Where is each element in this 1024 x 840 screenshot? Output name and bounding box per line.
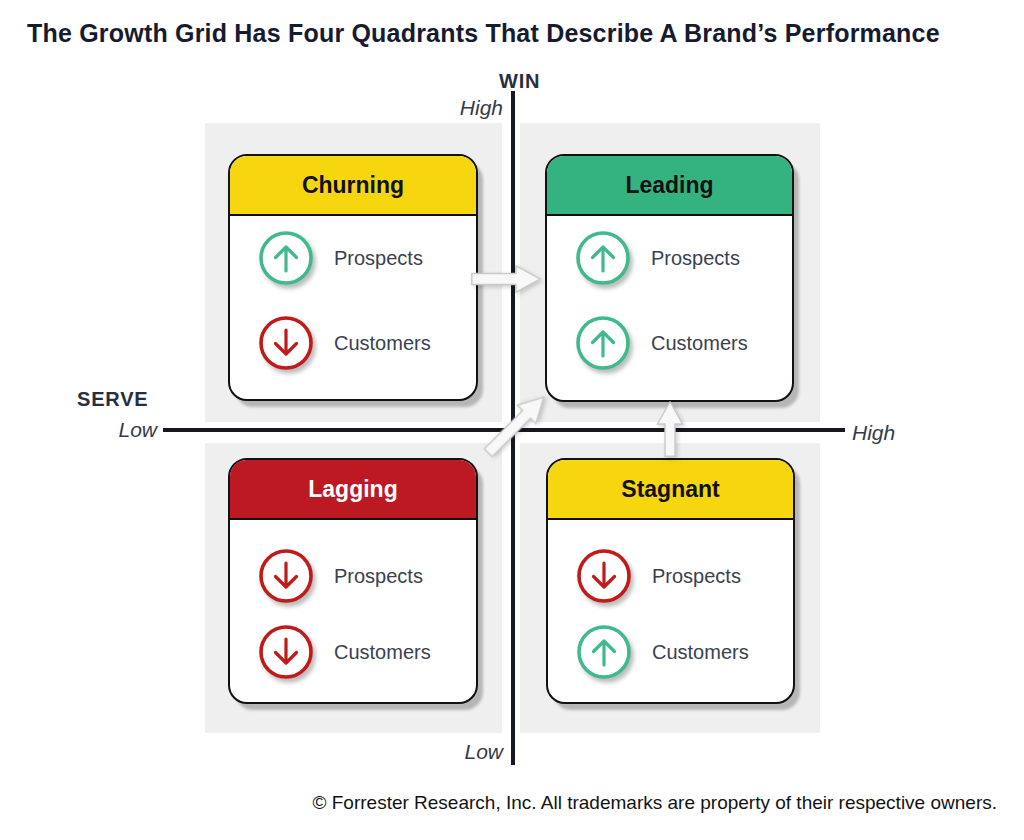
- quadrant-header-churning: Churning: [230, 156, 476, 216]
- axis-tick-low-left: Low: [80, 418, 157, 442]
- metric-row: Customers: [258, 315, 476, 371]
- metric-label: Customers: [334, 641, 431, 664]
- trend-up-icon: [575, 315, 631, 371]
- quadrant-header-lagging: Lagging: [230, 460, 476, 520]
- trend-up-icon: [575, 230, 631, 286]
- quadrant-card-lagging: Lagging Prospects Customers: [228, 458, 478, 704]
- metric-label: Customers: [334, 332, 431, 355]
- axis-tick-high-top: High: [420, 96, 503, 120]
- flow-arrow-churning-to-leading-icon: [471, 259, 541, 299]
- axis-label-win: WIN: [499, 70, 540, 93]
- metric-label: Prospects: [334, 565, 423, 588]
- quadrant-title: Stagnant: [621, 476, 719, 503]
- trend-down-icon: [576, 548, 632, 604]
- axis-tick-low-bottom: Low: [420, 740, 503, 764]
- page-title: The Growth Grid Has Four Quadrants That …: [27, 19, 940, 48]
- growth-grid-diagram: The Growth Grid Has Four Quadrants That …: [0, 0, 1024, 840]
- axis-label-serve: SERVE: [77, 388, 148, 411]
- quadrant-card-leading: Leading Prospects Customers: [545, 154, 794, 402]
- metric-label: Customers: [651, 332, 748, 355]
- axis-tick-high-right: High: [852, 421, 895, 445]
- quadrant-card-churning: Churning Prospects Customers: [228, 154, 478, 401]
- trend-down-icon: [258, 548, 314, 604]
- quadrant-header-leading: Leading: [547, 156, 792, 216]
- trend-down-icon: [258, 624, 314, 680]
- metric-label: Prospects: [652, 565, 741, 588]
- quadrant-title: Churning: [302, 172, 404, 199]
- trend-up-icon: [258, 230, 314, 286]
- metric-row: Customers: [576, 624, 793, 680]
- metric-row: Customers: [575, 315, 792, 371]
- metric-row: Customers: [258, 624, 476, 680]
- flow-arrow-stagnant-to-leading-icon: [656, 401, 684, 457]
- metric-row: Prospects: [575, 230, 792, 286]
- metric-row: Prospects: [258, 548, 476, 604]
- quadrant-title: Leading: [625, 172, 713, 199]
- metric-row: Prospects: [576, 548, 793, 604]
- copyright-notice: © Forrester Research, Inc. All trademark…: [312, 792, 997, 814]
- quadrant-card-stagnant: Stagnant Prospects Customers: [546, 458, 795, 704]
- quadrant-title: Lagging: [308, 476, 397, 503]
- metric-label: Prospects: [334, 247, 423, 270]
- trend-down-icon: [258, 315, 314, 371]
- trend-up-icon: [576, 624, 632, 680]
- quadrant-header-stagnant: Stagnant: [548, 460, 793, 520]
- metric-label: Customers: [652, 641, 749, 664]
- metric-label: Prospects: [651, 247, 740, 270]
- metric-row: Prospects: [258, 230, 476, 286]
